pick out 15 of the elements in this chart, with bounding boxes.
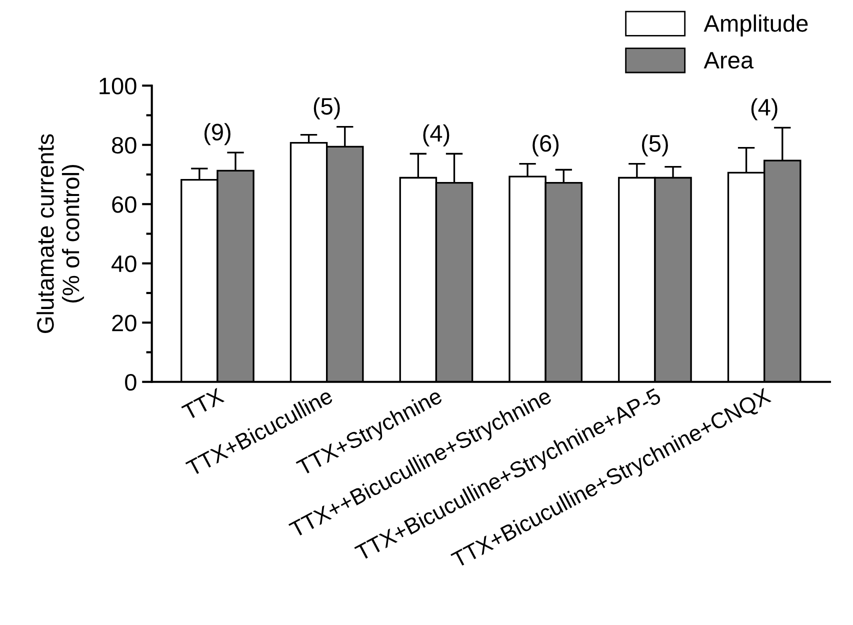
y-tick-label: 60 xyxy=(112,196,136,213)
annotation: (9) xyxy=(204,123,230,146)
legend-label: Area xyxy=(704,52,754,69)
annotation: (6) xyxy=(532,134,559,156)
y-tick-label: 0 xyxy=(125,374,136,391)
y-tick-label: 40 xyxy=(112,255,136,272)
y-tick-label: 100 xyxy=(100,78,136,94)
y-tick-label: 20 xyxy=(112,314,136,332)
legend-label: Amplitude xyxy=(704,14,808,36)
annotation: (4) xyxy=(423,124,450,146)
annotation: (5) xyxy=(642,134,668,156)
annotation: (4) xyxy=(751,98,778,120)
y-axis-title: Glutamate currents (% of control) xyxy=(36,134,84,333)
annotation: (5) xyxy=(314,97,340,120)
y-tick-label: 80 xyxy=(112,136,136,154)
